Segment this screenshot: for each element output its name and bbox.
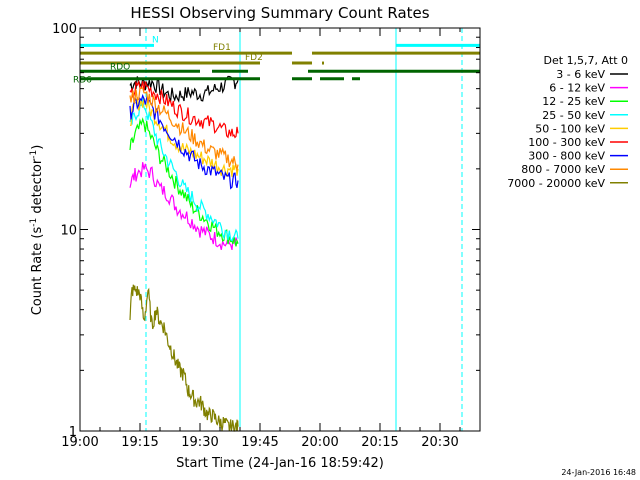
y-axis: 1 10 100: [52, 22, 480, 440]
legend-label-12-25-kev: 12 - 25 keV: [542, 95, 605, 108]
legend-label-800-7000-kev: 800 - 7000 keV: [521, 163, 605, 176]
x-tick-label-19-00: 19:00: [61, 435, 98, 450]
x-tick-label-19-15: 19:15: [121, 435, 158, 450]
state-label-rd6: RD6: [73, 76, 92, 86]
series-line-100-300-kev: [129, 79, 239, 139]
series-line-25-50-kev: [129, 98, 239, 242]
series-line-3-6-kev: [129, 75, 239, 103]
legend-label-300-800-kev: 300 - 800 keV: [528, 150, 605, 163]
state-label-fd2: FD2: [245, 53, 263, 63]
series-line-7000-20000-kev: [129, 284, 239, 432]
y-tick-label-100: 100: [52, 22, 77, 37]
x-tick-label-19-45: 19:45: [241, 435, 278, 450]
series-line-50-100-kev: [129, 96, 239, 177]
state-bars: N FD1 FD2 RDO RD6: [73, 35, 480, 86]
legend-header: Det 1,5,7, Att 0: [544, 54, 628, 67]
y-axis-label: Count Rate (s-1 detector-1): [29, 145, 45, 316]
chart-title: HESSI Observing Summary Count Rates: [130, 4, 429, 22]
series-line-12-25-kev: [129, 117, 239, 247]
series-line-300-800-kev: [129, 93, 239, 190]
x-axis-label: Start Time (24-Jan-16 18:59:42): [176, 456, 384, 471]
series-line-6-12-kev: [129, 162, 239, 251]
footer-date: 24-Jan-2016 16:48: [561, 468, 636, 477]
legend-label-100-300-kev: 100 - 300 keV: [528, 136, 605, 149]
state-label-n: N: [152, 35, 159, 45]
legend-label-6-12-kev: 6 - 12 keV: [549, 82, 605, 95]
legend-label-25-50-kev: 25 - 50 keV: [542, 109, 605, 122]
legend-label-7000-20000-kev: 7000 - 20000 keV: [507, 177, 605, 190]
legend-label-3-6-kev: 3 - 6 keV: [556, 68, 605, 81]
series-lines: [129, 75, 239, 432]
x-tick-label-19-30: 19:30: [181, 435, 218, 450]
y-tick-label-1: 1: [69, 425, 77, 440]
orbit-markers: [79, 28, 463, 431]
x-tick-label-20-15: 20:15: [361, 435, 398, 450]
state-label-rdo: RDO: [110, 62, 130, 72]
y-tick-label-10: 10: [60, 224, 77, 239]
x-axis: 19:00 19:15 19:30 19:45 20:00 20:15 20:30: [61, 28, 461, 450]
legend-label-50-100-kev: 50 - 100 keV: [535, 122, 605, 135]
x-tick-label-20-00: 20:00: [301, 435, 338, 450]
x-tick-label-20-30: 20:30: [421, 435, 458, 450]
state-label-fd1: FD1: [213, 43, 231, 53]
series-line-800-7000-kev: [129, 87, 239, 172]
